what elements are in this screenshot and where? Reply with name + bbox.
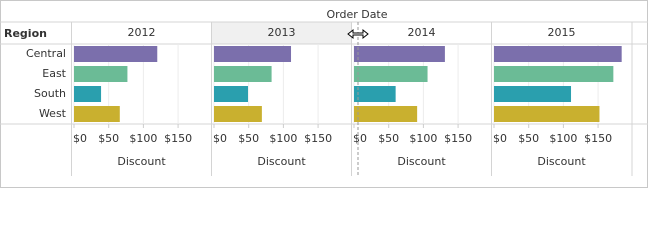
bar xyxy=(214,46,292,62)
bar xyxy=(354,106,418,122)
x-tick-label: $0 xyxy=(73,132,87,145)
bar xyxy=(214,66,272,82)
column-header: 2012 xyxy=(128,26,156,39)
x-tick-label: $100 xyxy=(269,132,297,145)
bar xyxy=(494,86,572,102)
x-axis-title: Discount xyxy=(117,155,166,168)
y-tick-label: East xyxy=(42,67,66,80)
x-tick-label: $50 xyxy=(98,132,119,145)
y-tick-label: South xyxy=(34,87,66,100)
y-tick-label: Central xyxy=(26,47,66,60)
bar xyxy=(214,106,262,122)
bar xyxy=(74,86,102,102)
x-axis-title: Discount xyxy=(257,155,306,168)
y-axis-title: Region xyxy=(4,27,47,40)
bar xyxy=(354,86,396,102)
bar xyxy=(494,46,622,62)
x-tick-label: $100 xyxy=(409,132,437,145)
x-tick-label: $150 xyxy=(444,132,472,145)
column-header: 2014 xyxy=(408,26,436,39)
bar xyxy=(354,66,428,82)
header-highlight xyxy=(212,22,351,44)
x-tick-label: $50 xyxy=(378,132,399,145)
x-tick-label: $100 xyxy=(129,132,157,145)
bar xyxy=(494,66,614,82)
x-tick-label: $150 xyxy=(164,132,192,145)
x-tick-label: $0 xyxy=(353,132,367,145)
x-tick-label: $150 xyxy=(304,132,332,145)
bar xyxy=(74,106,120,122)
x-tick-label: $150 xyxy=(584,132,612,145)
x-tick-label: $50 xyxy=(518,132,539,145)
chart-title: Order Date xyxy=(326,8,387,21)
bar xyxy=(214,86,248,102)
x-tick-label: $50 xyxy=(238,132,259,145)
bar xyxy=(74,46,158,62)
bar xyxy=(494,106,600,122)
column-header: 2013 xyxy=(268,26,296,39)
x-tick-label: $0 xyxy=(213,132,227,145)
resize-cursor xyxy=(347,28,369,40)
x-axis-title: Discount xyxy=(397,155,446,168)
column-header: 2015 xyxy=(548,26,576,39)
bar xyxy=(74,66,128,82)
x-tick-label: $0 xyxy=(493,132,507,145)
y-tick-label: West xyxy=(39,107,67,120)
chart: Order Date Region Central East South West 20… xyxy=(0,0,648,188)
x-tick-label: $100 xyxy=(549,132,577,145)
x-axis-title: Discount xyxy=(537,155,586,168)
bar xyxy=(354,46,445,62)
